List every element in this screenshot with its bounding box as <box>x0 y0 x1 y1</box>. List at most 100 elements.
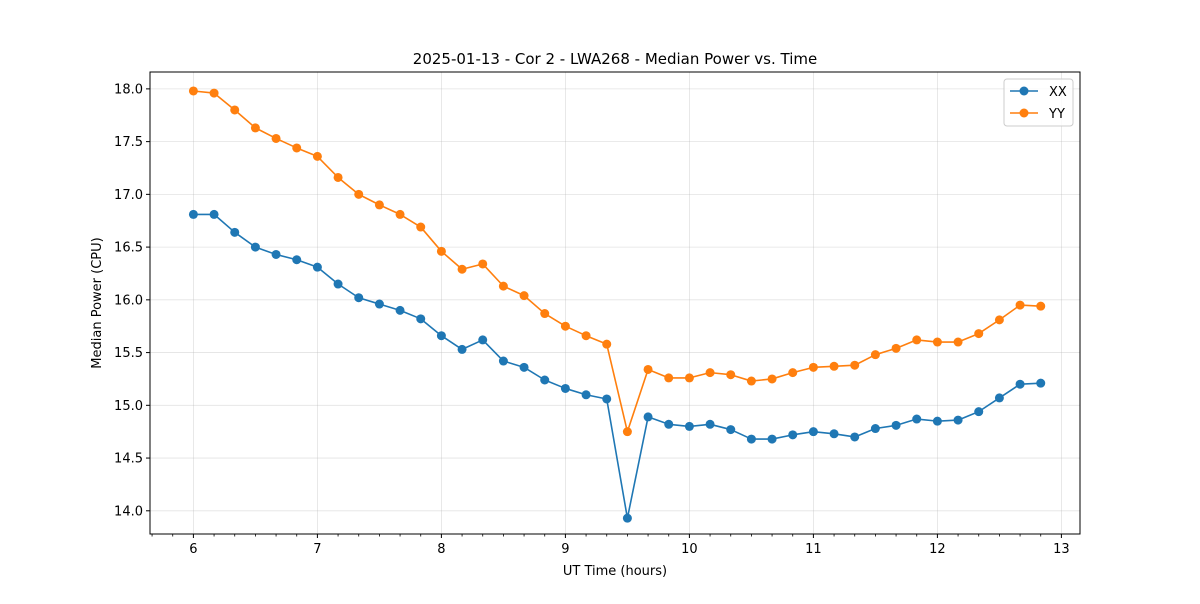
data-point-xx <box>1015 379 1025 389</box>
data-point-yy <box>994 315 1004 325</box>
legend-entry-yy: YY <box>1010 107 1065 122</box>
data-point-yy <box>788 368 798 378</box>
data-point-yy <box>726 370 736 380</box>
x-axis-label: UT Time (hours) <box>563 564 667 579</box>
legend-label-yy: YY <box>1048 107 1065 122</box>
data-point-xx <box>271 249 281 259</box>
data-point-yy <box>912 335 922 345</box>
data-point-yy <box>622 427 632 437</box>
data-point-yy <box>271 133 281 143</box>
data-point-xx <box>643 412 653 422</box>
series-line-yy <box>193 90 1041 433</box>
legend-marker-xx <box>1019 86 1029 96</box>
data-point-yy <box>333 172 343 182</box>
y-tick-label: 18.0 <box>114 82 143 97</box>
data-point-yy <box>478 259 488 269</box>
data-point-xx <box>230 227 240 237</box>
data-point-yy <box>808 362 818 372</box>
data-point-xx <box>519 362 529 372</box>
data-point-xx <box>891 420 901 430</box>
y-tick-label: 15.5 <box>114 346 143 361</box>
data-point-xx <box>664 419 674 429</box>
data-point-xx <box>333 279 343 289</box>
data-point-yy <box>850 360 860 370</box>
data-point-yy <box>416 222 426 232</box>
x-tick-label: 7 <box>313 542 321 557</box>
data-point-yy <box>354 189 364 199</box>
plot-frame <box>149 71 1081 535</box>
legend-entries: XX YY <box>1010 85 1067 122</box>
data-point-yy <box>209 88 219 98</box>
data-point-xx <box>560 383 570 393</box>
data-point-yy <box>829 361 839 371</box>
y-tick-label: 16.5 <box>114 241 143 256</box>
data-point-xx <box>767 434 777 444</box>
legend-entry-xx: XX <box>1010 85 1067 100</box>
data-point-xx <box>622 513 632 523</box>
data-point-xx <box>932 416 942 426</box>
data-point-xx <box>705 419 715 429</box>
data-point-yy <box>374 200 384 210</box>
data-point-xx <box>540 375 550 385</box>
data-point-xx <box>250 242 260 252</box>
data-point-xx <box>870 424 880 434</box>
data-point-xx <box>994 393 1004 403</box>
data-point-xx <box>974 407 984 417</box>
y-tick-label: 17.5 <box>114 135 143 150</box>
data-point-xx <box>478 335 488 345</box>
data-point-yy <box>540 309 550 319</box>
x-tick-label: 11 <box>805 542 822 557</box>
data-point-yy <box>891 343 901 353</box>
series-yy <box>188 86 1046 437</box>
data-point-yy <box>436 246 446 256</box>
grid-layer <box>150 72 1080 534</box>
data-point-xx <box>374 299 384 309</box>
data-point-xx <box>808 427 818 437</box>
data-point-yy <box>230 105 240 115</box>
legend: XX YY <box>1003 78 1074 127</box>
series-xx <box>188 209 1046 523</box>
y-axis-ticks: 14.0 14.5 15.0 15.5 16.0 16.5 17.0 17.5 18.0 <box>114 82 150 519</box>
data-point-xx <box>850 432 860 442</box>
data-point-xx <box>188 209 198 219</box>
y-tick-label: 16.0 <box>114 293 143 308</box>
y-axis-label: Median Power (CPU) <box>90 237 105 368</box>
data-point-yy <box>312 151 322 161</box>
data-point-yy <box>457 264 467 274</box>
data-point-yy <box>250 123 260 133</box>
legend-marker-yy <box>1019 108 1029 118</box>
chart-title: 2025-01-13 - Cor 2 - LWA268 - Median Pow… <box>413 50 817 68</box>
data-point-yy <box>519 291 529 301</box>
x-tick-label: 9 <box>561 542 569 557</box>
x-axis-ticks: 6 7 8 9 10 11 12 13 <box>151 534 1070 557</box>
data-point-xx <box>726 425 736 435</box>
y-tick-label: 14.0 <box>114 504 143 519</box>
data-point-yy <box>395 209 405 219</box>
data-point-xx <box>1036 378 1046 388</box>
data-point-yy <box>684 373 694 383</box>
data-point-xx <box>684 421 694 431</box>
data-point-yy <box>188 86 198 96</box>
data-point-xx <box>829 429 839 439</box>
data-point-xx <box>788 430 798 440</box>
y-tick-label: 17.0 <box>114 188 143 203</box>
data-point-xx <box>953 415 963 425</box>
data-point-yy <box>498 281 508 291</box>
data-point-xx <box>602 394 612 404</box>
y-tick-label: 15.0 <box>114 399 143 414</box>
data-point-yy <box>581 331 591 341</box>
data-point-yy <box>292 143 302 153</box>
data-point-xx <box>912 414 922 424</box>
x-tick-label: 12 <box>929 542 946 557</box>
data-point-yy <box>602 339 612 349</box>
series-layer <box>188 86 1046 523</box>
data-point-yy <box>870 350 880 360</box>
x-tick-label: 6 <box>189 542 197 557</box>
data-point-yy <box>953 337 963 347</box>
data-point-yy <box>664 373 674 383</box>
data-point-xx <box>746 434 756 444</box>
y-tick-label: 14.5 <box>114 452 143 467</box>
data-point-yy <box>746 376 756 386</box>
data-point-xx <box>457 344 467 354</box>
